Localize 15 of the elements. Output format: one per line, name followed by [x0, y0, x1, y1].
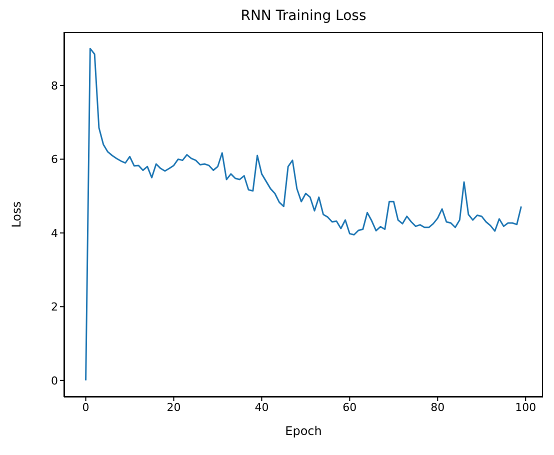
chart-title: RNN Training Loss: [240, 8, 368, 24]
y-axis-title: Loss: [9, 201, 24, 228]
y-tick-label: 0: [51, 374, 58, 388]
x-tick-label: 0: [82, 400, 90, 414]
x-axis-title: Epoch: [285, 424, 322, 438]
x-tick-label: 40: [254, 400, 269, 414]
y-tick-label: 8: [51, 79, 58, 92]
x-tick-label: 80: [430, 400, 445, 414]
y-tick-label: 2: [51, 300, 58, 314]
line-series: [85, 48, 522, 382]
x-tick-label: 20: [166, 400, 181, 414]
x-tick-label: 60: [342, 400, 357, 414]
y-tick-label: 6: [51, 153, 58, 166]
x-tick-label: 100: [515, 400, 536, 414]
y-tick-label: 4: [51, 226, 58, 240]
